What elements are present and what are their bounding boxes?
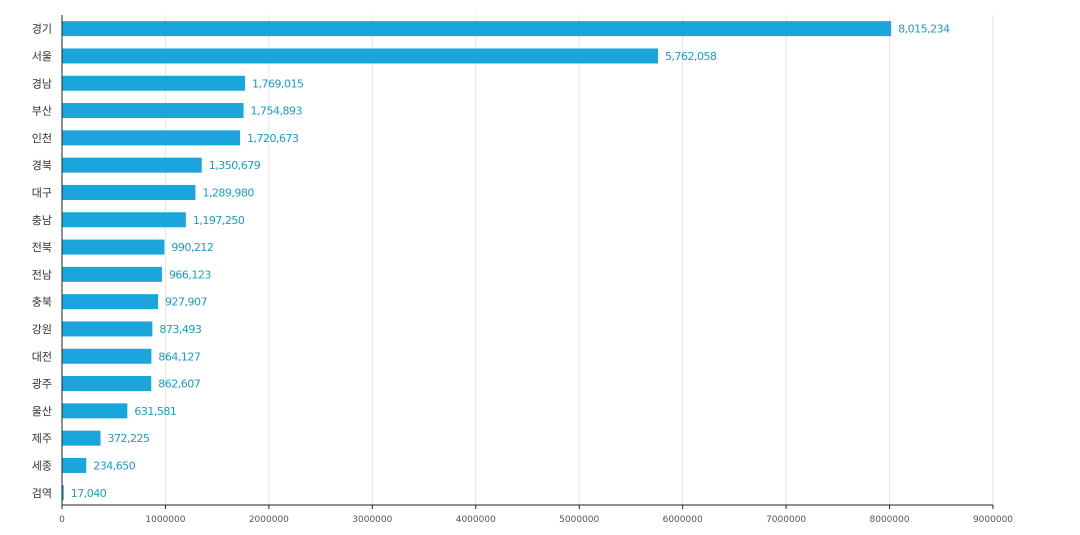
bar-4 xyxy=(62,130,240,146)
x-tick-label-7: 7000000 xyxy=(766,515,806,525)
category-label-16: 세종 xyxy=(32,459,52,472)
value-label-10: 927,907 xyxy=(165,296,207,309)
category-label-9: 전남 xyxy=(32,268,52,281)
value-label-17: 17,040 xyxy=(71,487,107,500)
category-label-5: 경북 xyxy=(32,159,52,172)
category-label-14: 울산 xyxy=(32,405,52,418)
bar-13 xyxy=(62,376,152,392)
category-label-13: 광주 xyxy=(32,378,52,391)
category-label-3: 부산 xyxy=(32,105,52,118)
bar-7 xyxy=(62,212,186,228)
category-label-17: 검역 xyxy=(32,487,52,500)
value-label-9: 966,123 xyxy=(169,268,211,281)
bar-12 xyxy=(62,348,152,364)
bar-5 xyxy=(62,157,202,173)
value-label-16: 234,650 xyxy=(93,459,135,472)
x-tick-label-2: 2000000 xyxy=(249,515,289,525)
bar-1 xyxy=(62,48,659,64)
value-label-5: 1,350,679 xyxy=(209,159,261,172)
category-label-8: 전북 xyxy=(32,241,52,254)
bar-16 xyxy=(62,457,87,473)
bar-6 xyxy=(62,184,196,200)
value-label-3: 1,754,893 xyxy=(251,105,303,118)
bar-9 xyxy=(62,266,162,282)
category-label-6: 대구 xyxy=(32,186,52,199)
bar-8 xyxy=(62,239,165,255)
bar-10 xyxy=(62,294,158,310)
x-tick-label-6: 6000000 xyxy=(663,515,703,525)
x-tick-label-3: 3000000 xyxy=(352,515,392,525)
bar-14 xyxy=(62,403,128,419)
x-tick-label-8: 8000000 xyxy=(870,515,910,525)
value-label-15: 372,225 xyxy=(108,432,150,445)
category-label-15: 제주 xyxy=(32,432,52,445)
category-label-7: 충남 xyxy=(32,214,52,227)
value-label-2: 1,769,015 xyxy=(252,77,304,90)
bar-2 xyxy=(62,75,245,91)
x-tick-label-1: 1000000 xyxy=(145,515,185,525)
value-label-14: 631,581 xyxy=(134,405,176,418)
value-label-7: 1,197,250 xyxy=(193,214,245,227)
category-label-11: 강원 xyxy=(32,323,52,336)
value-label-11: 873,493 xyxy=(159,323,201,336)
bar-15 xyxy=(62,430,101,446)
x-tick-label-0: 0 xyxy=(59,515,65,525)
value-label-1: 5,762,058 xyxy=(665,50,717,63)
category-label-2: 경남 xyxy=(32,77,52,90)
value-label-13: 862,607 xyxy=(158,378,200,391)
bar-3 xyxy=(62,103,244,119)
category-label-4: 인천 xyxy=(32,131,52,145)
category-label-0: 경기 xyxy=(32,23,52,36)
bar-11 xyxy=(62,321,153,337)
value-label-12: 864,127 xyxy=(158,350,200,363)
bar-0 xyxy=(62,21,892,37)
x-tick-label-9: 9000000 xyxy=(973,515,1013,525)
category-label-12: 대전 xyxy=(32,350,52,363)
bar-17 xyxy=(62,485,64,501)
value-label-4: 1,720,673 xyxy=(247,132,299,145)
category-label-10: 충북 xyxy=(32,296,52,309)
category-label-1: 서울 xyxy=(32,50,52,63)
x-tick-label-4: 4000000 xyxy=(456,515,496,525)
value-label-8: 990,212 xyxy=(171,241,213,254)
x-tick-label-5: 5000000 xyxy=(559,515,599,525)
value-label-6: 1,289,980 xyxy=(202,186,254,199)
value-label-0: 8,015,234 xyxy=(898,23,950,36)
